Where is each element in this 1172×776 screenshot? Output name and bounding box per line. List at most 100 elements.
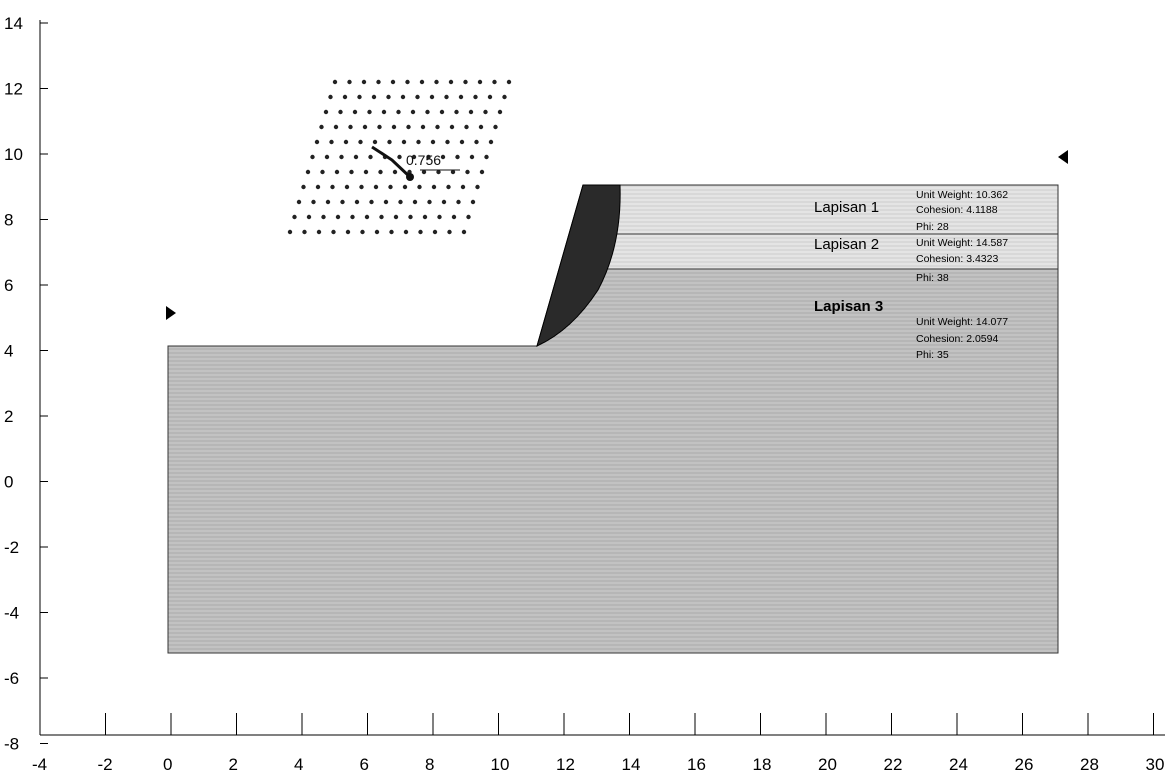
grid-dot: [325, 199, 331, 205]
grid-dot: [369, 199, 374, 205]
y-tick-label: -2: [4, 538, 19, 557]
grid-dot: [374, 229, 380, 235]
x-tick-label: 24: [949, 755, 968, 774]
grid-dot: [488, 139, 494, 145]
x-tick-label: 6: [360, 755, 369, 774]
min-fs-label: 0.756: [406, 152, 441, 168]
y-tick-label: 0: [4, 473, 13, 492]
grid-dot: [329, 139, 334, 145]
grid-dot: [431, 184, 437, 190]
grid-dot: [389, 229, 394, 235]
grid-dot: [376, 79, 381, 85]
grid-dot: [439, 109, 445, 115]
y-tick-label: 4: [4, 342, 13, 361]
grid-dot: [432, 229, 438, 235]
grid-dot: [367, 109, 372, 115]
grid-dot: [388, 184, 393, 190]
grid-dot: [430, 139, 436, 145]
grid-dot: [479, 169, 485, 175]
grid-dot: [411, 154, 417, 160]
x-tick-label: -4: [32, 755, 47, 774]
grid-dot: [362, 124, 368, 130]
x-axis-ticks: -4 -2 0 2 4 6 8 10 12 14 16 18 20 22 24 26 28 30: [32, 713, 1164, 774]
grid-dot: [398, 199, 403, 205]
x-tick-label: 12: [556, 755, 575, 774]
grid-dot: [401, 139, 407, 145]
x-tick-label: 4: [294, 755, 303, 774]
grid-dot: [420, 124, 426, 130]
layer-3-name: Lapisan 3: [814, 298, 883, 315]
grid-dot: [387, 139, 392, 145]
grid-dot: [437, 214, 442, 220]
grid-dot: [338, 109, 343, 115]
critical-center-marker: 0.756: [371, 145, 460, 181]
grid-dot: [363, 169, 369, 175]
grid-dot: [393, 214, 399, 220]
grid-dot: [448, 79, 454, 85]
grid-dot: [468, 109, 474, 115]
grid-dot: [473, 94, 478, 100]
grid-dot: [292, 214, 297, 220]
layer-2-unit-weight: Unit Weight: 14.587: [916, 237, 1008, 249]
x-tick-label: 0: [163, 755, 172, 774]
grid-dot: [403, 229, 409, 235]
grid-dot: [406, 124, 411, 130]
layer-2-labels: Lapisan 2 Unit Weight: 14.587 Cohesion: …: [814, 236, 1008, 284]
grid-dot: [454, 109, 459, 115]
grid-dot: [360, 229, 365, 235]
grid-dot: [460, 184, 466, 190]
grid-dot: [342, 94, 348, 100]
grid-dot: [477, 79, 483, 85]
grid-dot: [320, 169, 325, 175]
layer-3-unit-weight: Unit Weight: 14.077: [916, 316, 1008, 328]
grid-dot: [483, 109, 488, 115]
grid-dot: [364, 214, 370, 220]
x-tick-label: 16: [687, 755, 706, 774]
grid-dot: [379, 214, 384, 220]
grid-dot: [484, 154, 489, 160]
grid-dot: [461, 229, 467, 235]
layer-1-cohesion: Cohesion: 4.1188: [916, 204, 998, 216]
grid-dot: [422, 214, 428, 220]
grid-dot: [391, 124, 397, 130]
layer-3-phi: Phi: 35: [916, 349, 949, 361]
x-tick-label: -2: [98, 755, 113, 774]
grid-dot: [301, 184, 306, 190]
grid-dot: [416, 139, 421, 145]
grid-dot: [434, 79, 439, 85]
grid-dot: [368, 154, 373, 160]
grid-dot: [340, 199, 345, 205]
grid-dot: [348, 124, 353, 130]
grid-dot: [463, 79, 468, 85]
grid-dot: [444, 94, 449, 100]
grid-dot: [427, 199, 432, 205]
grid-dot: [418, 229, 423, 235]
grid-dot: [361, 79, 367, 85]
grid-dot: [392, 169, 398, 175]
grid-dot: [417, 184, 422, 190]
x-tick-label: 30: [1146, 755, 1165, 774]
grid-dot: [478, 124, 484, 130]
y-tick-label: 10: [4, 145, 23, 164]
grid-dot: [408, 214, 413, 220]
grid-dot: [445, 139, 450, 145]
grid-dot: [343, 139, 349, 145]
y-tick-label: -6: [4, 669, 19, 688]
grid-dot: [332, 79, 338, 85]
layer-1-name: Lapisan 1: [814, 199, 879, 216]
grid-dot: [410, 109, 416, 115]
grid-dot: [373, 184, 379, 190]
grid-dot: [506, 79, 512, 85]
grid-dot: [371, 94, 377, 100]
grid-dot: [426, 154, 431, 160]
x-tick-label: 10: [491, 755, 510, 774]
grid-dot: [352, 109, 358, 115]
grid-dot: [470, 199, 476, 205]
grid-dot: [436, 169, 441, 175]
grid-dot: [449, 124, 455, 130]
grid-dot: [397, 154, 402, 160]
grid-dot: [405, 79, 410, 85]
grid-dot: [345, 229, 351, 235]
grid-dot: [421, 169, 427, 175]
layer-1-phi: Phi: 28: [916, 221, 949, 233]
